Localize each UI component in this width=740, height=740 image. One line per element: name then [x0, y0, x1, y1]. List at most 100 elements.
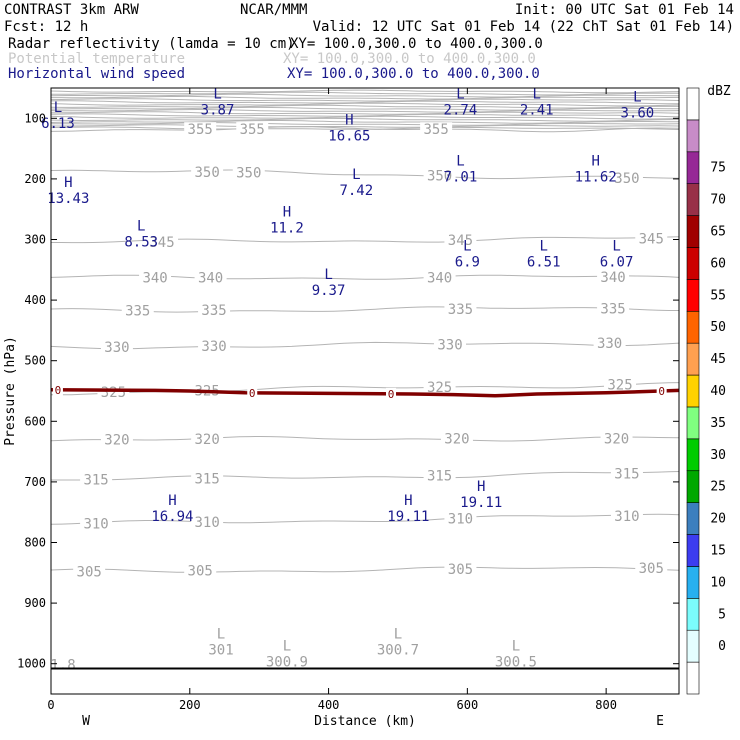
colorbar-swatch [686, 151, 700, 184]
wind-extremum-letter: L [456, 154, 464, 170]
colorbar: 0 5 10 15 20 25 30 35 40 45 50 55 60 65 70 75 [686, 87, 726, 695]
y-tick-label: 600 [24, 414, 46, 428]
stratosphere-theta-line [50, 93, 679, 98]
colorbar-level-label: 35 [710, 416, 726, 431]
theta-min-value: 300.5 [495, 655, 537, 671]
theta-label-mask [423, 270, 456, 284]
theta-label-mask [635, 561, 668, 575]
y-tick-label: 100 [24, 111, 46, 125]
wind-extremum-letter: L [456, 86, 464, 102]
theta-label-mask [597, 301, 630, 315]
theta-label-mask [444, 562, 477, 576]
theta-min-value: 1.8 [50, 658, 75, 674]
field-name-theta: Potential temperature [8, 51, 185, 67]
stratosphere-theta-line [50, 115, 680, 120]
theta-line-315 [51, 471, 680, 481]
theta-label-mask [194, 270, 227, 284]
x-tick-label: 400 [318, 698, 340, 712]
y-axis-label: Pressure (hPa) [3, 336, 18, 446]
wind-extremum-letter: L [463, 238, 471, 254]
field-xy-reflectivity: XY= 100.0,300.0 to 400.0,300.0 [290, 36, 543, 52]
wind-extremum-letter: L [324, 267, 332, 283]
wind-extremum-letter: L [213, 86, 221, 102]
y-tick-label: 200 [24, 172, 46, 186]
theta-label: 345 [149, 235, 174, 251]
stratosphere-theta-line [50, 98, 680, 102]
theta-label: 315 [427, 469, 452, 485]
stratosphere-theta-line [51, 122, 680, 126]
theta-label: 345 [639, 231, 664, 247]
theta-label-mask [198, 303, 231, 317]
freezing-level-line [50, 388, 680, 398]
theta-label: 335 [448, 302, 473, 318]
theta-label: 335 [201, 303, 226, 319]
theta-label-mask [420, 122, 453, 136]
y-tick-label: 1000 [17, 657, 46, 671]
colorbar-level-label: 20 [710, 512, 726, 527]
x-tick-label: 200 [179, 698, 201, 712]
wind-extremum-value: 2.74 [444, 102, 478, 118]
theta-min-letter: L [283, 639, 291, 655]
theta-label-mask [593, 336, 626, 350]
theta-label: 330 [104, 340, 129, 356]
init-time: Init: 00 UTC Sat 01 Feb 14 [515, 2, 734, 18]
theta-label-mask [610, 508, 643, 522]
wind-extremum-value: 6.9 [455, 254, 480, 270]
stratosphere-theta-line [50, 120, 680, 124]
stratosphere-theta-line [51, 95, 680, 100]
wind-extremum-value: 16.94 [151, 509, 193, 525]
wind-extremum-value: 6.51 [527, 254, 561, 270]
theta-label-mask [191, 515, 224, 529]
colorbar-swatch [686, 629, 700, 663]
theta-label-mask [191, 165, 224, 179]
y-tick-label: 400 [24, 293, 46, 307]
theta-line-335 [50, 306, 679, 313]
theta-label: 305 [639, 561, 664, 577]
stratosphere-theta-line [50, 89, 680, 94]
x-axis-label: Distance (km) [314, 714, 416, 729]
x-axis: 0 200 400 600 800 [47, 88, 617, 712]
theta-label: 340 [427, 270, 452, 286]
freezing-label-mask [386, 387, 397, 400]
stratosphere-theta-bundle [50, 89, 680, 130]
theta-label: 335 [125, 304, 150, 320]
freezing-label-mask [52, 383, 63, 396]
wind-extremum-letter: L [54, 100, 62, 116]
colorbar-level-label: 50 [710, 320, 726, 335]
theta-label-mask [80, 472, 113, 486]
x-tick-label: 600 [457, 698, 479, 712]
freezing-level-label: 0 [249, 387, 256, 400]
stratosphere-theta-line [50, 117, 680, 122]
stratosphere-theta-line [50, 106, 680, 111]
colorbar-level-label: 40 [710, 384, 726, 399]
colorbar-level-label: 60 [710, 256, 726, 271]
theta-label-mask [139, 270, 172, 284]
wind-extremum-value: 7.42 [339, 183, 373, 199]
stratosphere-theta-line [50, 100, 680, 105]
theta-contours: 355 355 355 350 350 350 350 345 345 345 340 340 340 3… [50, 122, 680, 674]
freezing-label-mask [247, 386, 258, 399]
theta-min-value: 301 [208, 642, 233, 658]
theta-label: 310 [83, 517, 108, 533]
field-name-wind: Horizontal wind speed [8, 66, 185, 82]
theta-label-mask [100, 432, 133, 446]
wind-extremum-value: 11.62 [575, 170, 617, 186]
forecast-hour: Fcst: 12 h [4, 19, 88, 35]
colorbar-swatch [686, 310, 700, 344]
wind-extremum-value: 11.2 [270, 220, 304, 236]
wind-extremum-letter: H [477, 479, 485, 495]
wind-extremum-value: 6.07 [600, 254, 634, 270]
stratosphere-theta-line [51, 124, 680, 128]
theta-line-310 [50, 513, 680, 525]
theta-label: 315 [83, 473, 108, 489]
theta-label: 350 [427, 168, 452, 184]
theta-label-mask [73, 564, 106, 578]
theta-line-330 [50, 341, 680, 350]
theta-label-mask [191, 471, 224, 485]
theta-label: 335 [600, 301, 625, 317]
theta-label: 305 [188, 564, 213, 580]
colorbar-level-label: 0 [718, 639, 726, 654]
y-tick-label: 300 [24, 233, 46, 247]
wind-extremum-value: 3.60 [621, 105, 655, 121]
colorbar-title: dBZ [707, 84, 731, 99]
